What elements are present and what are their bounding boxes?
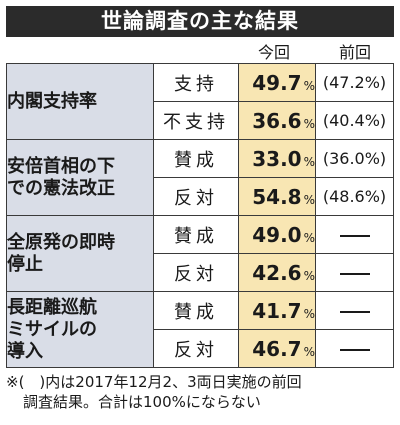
no-data-dash	[339, 348, 370, 351]
no-data-dash	[339, 234, 370, 237]
question-line: 安倍首相の下	[7, 155, 115, 177]
question-label: 安倍首相の下 での憲法改正	[6, 139, 154, 216]
previous-value: (36.0%)	[315, 139, 394, 178]
table-row: 長距離巡航 ミサイルの 導入 賛成 41.7%	[6, 291, 394, 368]
question-line: 長距離巡航	[7, 296, 97, 318]
column-header-previous: 前回	[338, 43, 371, 62]
option-label: 支持	[153, 63, 239, 102]
option-label: 賛成	[153, 291, 239, 330]
column-header-current: 今回	[257, 43, 290, 62]
no-data-dash	[339, 310, 370, 313]
question-line: 導入	[7, 340, 43, 362]
previous-value: (40.4%)	[315, 101, 394, 140]
question-line: での憲法改正	[7, 177, 115, 199]
previous-value	[315, 329, 394, 368]
question-label: 全原発の即時 停止	[6, 215, 154, 292]
previous-value: (48.6%)	[315, 177, 394, 216]
table-row: 安倍首相の下 での憲法改正 賛成 33.0% (36.0%)	[6, 139, 394, 216]
current-value: 49.0%	[238, 215, 316, 254]
previous-value: (47.2%)	[315, 63, 394, 102]
results-table: 内閣支持率 支持 49.7% (47.2%) 不支持 36.6% (40.4%) 安倍首相の下…	[6, 63, 394, 368]
no-data-dash	[339, 272, 370, 275]
option-label: 反対	[153, 329, 239, 368]
question-line: 停止	[7, 253, 43, 275]
table-row: 反対 54.8% (48.6%)	[7, 177, 394, 216]
previous-value	[315, 291, 394, 330]
table-row: 全原発の即時 停止 賛成 49.0%	[6, 215, 394, 292]
question-line: 内閣支持率	[7, 90, 97, 112]
option-label: 反対	[153, 177, 239, 216]
option-label: 賛成	[153, 139, 239, 178]
table-row: 反対 42.6%	[7, 253, 394, 292]
current-value: 54.8%	[238, 177, 316, 216]
table-row: 不支持 36.6% (40.4%)	[7, 101, 394, 140]
table-row: 反対 46.7%	[7, 329, 394, 368]
current-value: 42.6%	[238, 253, 316, 292]
current-value: 33.0%	[238, 139, 316, 178]
footnote-line-2: 調査結果。合計は100%にならない	[23, 393, 261, 411]
previous-value	[315, 253, 394, 292]
current-value: 49.7%	[238, 63, 316, 102]
question-label: 内閣支持率	[6, 63, 154, 140]
page-title: 世論調査の主な結果	[6, 6, 394, 37]
current-value: 46.7%	[238, 329, 316, 368]
previous-value	[315, 215, 394, 254]
question-label: 長距離巡航 ミサイルの 導入	[6, 291, 154, 368]
question-line: 全原発の即時	[7, 231, 115, 253]
option-label: 賛成	[153, 215, 239, 254]
option-label: 不支持	[153, 101, 239, 140]
question-line: ミサイルの	[7, 318, 97, 340]
footnote: ※( )内は2017年12月2、3両日実施の前回 調査結果。合計は100%になら…	[6, 372, 394, 412]
current-value: 41.7%	[238, 291, 316, 330]
table-row: 内閣支持率 支持 49.7% (47.2%)	[6, 63, 394, 140]
footnote-line-1: ※( )内は2017年12月2、3両日実施の前回	[6, 373, 302, 391]
current-value: 36.6%	[238, 101, 316, 140]
option-label: 反対	[153, 253, 239, 292]
